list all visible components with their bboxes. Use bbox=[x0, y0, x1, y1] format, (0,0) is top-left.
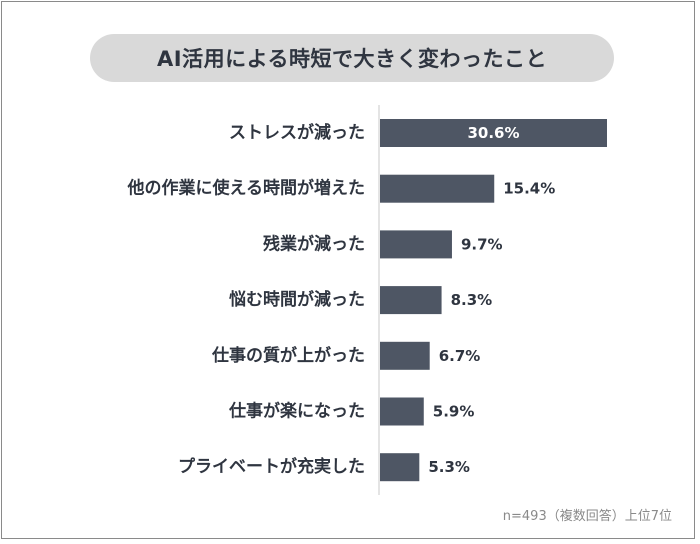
value-label: 15.4% bbox=[503, 180, 555, 198]
value-label: 5.9% bbox=[433, 403, 475, 421]
bar bbox=[380, 174, 495, 203]
category-label: 他の作業に使える時間が増えた bbox=[127, 178, 366, 199]
bar bbox=[380, 286, 442, 315]
category-label: 悩む時間が減った bbox=[229, 289, 365, 310]
chart-title: AI活用による時短で大きく変わったこと bbox=[90, 34, 614, 82]
category-label: 仕事の質が上がった bbox=[211, 345, 365, 366]
sample-note: n=493（複数回答）上位7位 bbox=[502, 509, 672, 524]
value-label: 9.7% bbox=[461, 235, 503, 253]
category-label: 残業が減った bbox=[263, 233, 365, 254]
value-label: 8.3% bbox=[451, 291, 493, 309]
bar bbox=[380, 119, 607, 147]
category-label: ストレスが減った bbox=[229, 122, 365, 143]
bar bbox=[380, 453, 420, 482]
category-label: プライベートが充実した bbox=[178, 456, 365, 477]
value-label: 30.6% bbox=[467, 124, 519, 142]
value-label: 5.3% bbox=[428, 458, 470, 476]
value-label: 6.7% bbox=[439, 347, 481, 365]
bar bbox=[380, 341, 430, 370]
bar bbox=[380, 230, 452, 259]
category-label: 仕事が楽になった bbox=[228, 401, 365, 422]
bar bbox=[380, 397, 424, 426]
